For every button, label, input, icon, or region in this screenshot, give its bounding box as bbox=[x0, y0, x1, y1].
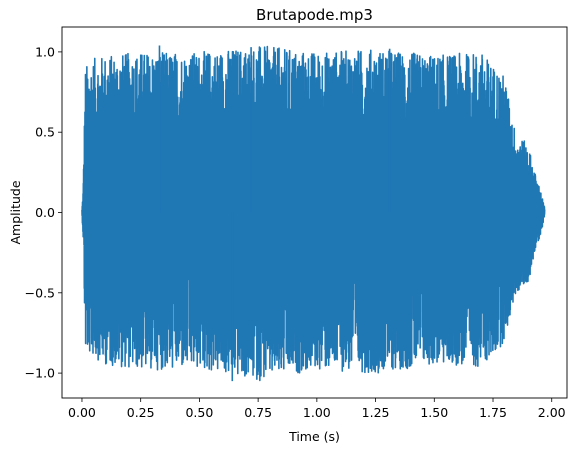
y-tick-label: 0.5 bbox=[35, 125, 55, 140]
plot-area bbox=[81, 45, 546, 382]
x-tick-label: 0.00 bbox=[68, 405, 96, 420]
y-tick-label: 0.0 bbox=[35, 205, 55, 220]
x-tick-label: 0.75 bbox=[244, 405, 272, 420]
x-tick-label: 1.00 bbox=[303, 405, 331, 420]
y-tick-label: −0.5 bbox=[25, 285, 55, 300]
y-tick-label: −1.0 bbox=[25, 366, 55, 381]
waveform-series-line bbox=[81, 45, 546, 382]
x-tick-label: 0.25 bbox=[127, 405, 155, 420]
axis-ticks: 0.00 0.25 0.50 0.75 1.00 1.25 1.50 1.75 2.00 −1.0… bbox=[25, 44, 566, 420]
y-tick-label: 1.0 bbox=[35, 44, 55, 59]
x-tick-label: 0.50 bbox=[185, 405, 213, 420]
chart-title: Brutapode.mp3 bbox=[256, 6, 373, 24]
x-tick-label: 1.75 bbox=[479, 405, 507, 420]
x-tick-label: 1.50 bbox=[420, 405, 448, 420]
y-axis-label: Amplitude bbox=[8, 180, 23, 244]
x-axis-label: Time (s) bbox=[288, 429, 340, 444]
x-tick-label: 1.25 bbox=[362, 405, 390, 420]
x-tick-label: 2.00 bbox=[538, 405, 566, 420]
